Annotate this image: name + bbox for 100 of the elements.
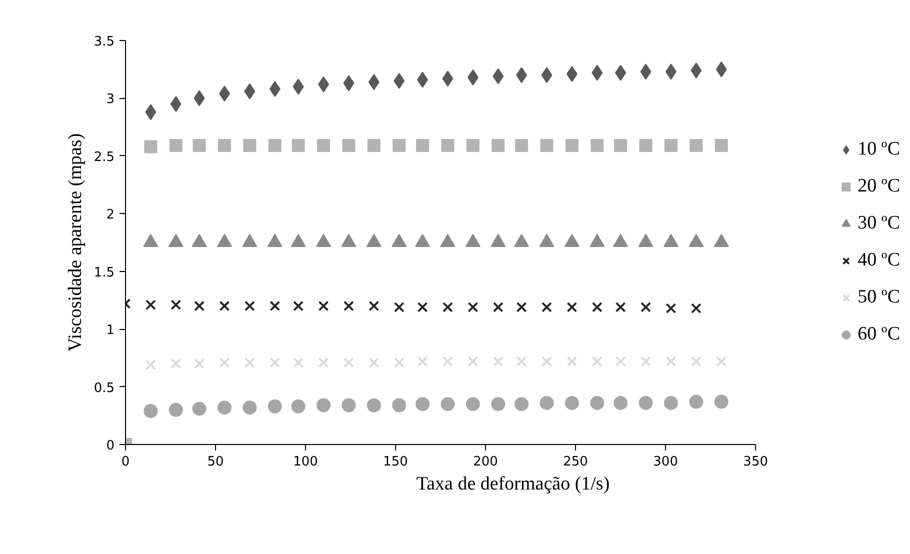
y-tick-label: 0 bbox=[106, 438, 115, 454]
point bbox=[615, 302, 626, 312]
point bbox=[666, 303, 676, 314]
point bbox=[292, 139, 305, 152]
point bbox=[169, 139, 182, 152]
point bbox=[466, 139, 480, 152]
x-tick-label: 300 bbox=[653, 454, 678, 470]
point bbox=[219, 300, 230, 312]
point bbox=[690, 356, 702, 367]
point bbox=[714, 394, 728, 409]
point bbox=[192, 139, 206, 152]
point bbox=[442, 356, 453, 367]
point bbox=[638, 396, 653, 410]
point bbox=[416, 139, 430, 152]
legend-label: 10 ºC bbox=[858, 138, 900, 160]
point bbox=[716, 356, 727, 367]
point bbox=[417, 302, 428, 312]
x-tick-label: 200 bbox=[473, 454, 498, 470]
x-tick-label: 0 bbox=[121, 454, 130, 470]
point bbox=[268, 399, 282, 414]
point bbox=[639, 139, 652, 152]
point bbox=[417, 356, 428, 367]
point bbox=[317, 139, 330, 152]
point bbox=[664, 396, 678, 410]
y-tick-label: 2.5 bbox=[94, 150, 115, 165]
point bbox=[194, 358, 205, 369]
point bbox=[615, 356, 626, 367]
x-tick-label: 350 bbox=[743, 454, 768, 470]
point bbox=[640, 302, 652, 312]
point bbox=[342, 139, 356, 152]
point bbox=[592, 302, 602, 312]
point bbox=[614, 396, 628, 410]
point bbox=[394, 302, 404, 312]
point bbox=[343, 300, 354, 312]
point bbox=[367, 139, 380, 152]
point bbox=[592, 356, 602, 367]
y-tick-label: 2 bbox=[106, 208, 115, 223]
point bbox=[368, 300, 380, 312]
point bbox=[270, 357, 280, 368]
point bbox=[540, 396, 554, 410]
point bbox=[690, 303, 702, 314]
point bbox=[170, 300, 182, 310]
y-tick-label: 3.5 bbox=[94, 34, 115, 50]
point bbox=[492, 356, 504, 367]
point bbox=[540, 139, 554, 152]
point bbox=[144, 140, 158, 154]
point bbox=[564, 396, 579, 410]
point bbox=[392, 398, 406, 412]
point bbox=[293, 300, 304, 312]
point bbox=[244, 357, 255, 368]
point bbox=[392, 139, 406, 152]
point bbox=[218, 400, 232, 415]
x-tick-label: 50 bbox=[207, 454, 224, 470]
point bbox=[243, 139, 256, 152]
point bbox=[242, 400, 257, 415]
point bbox=[394, 357, 404, 368]
point bbox=[343, 357, 354, 368]
point bbox=[566, 356, 578, 367]
legend-label: 20 ºC bbox=[858, 176, 900, 198]
point bbox=[468, 356, 478, 367]
point bbox=[342, 398, 356, 412]
point bbox=[368, 357, 380, 368]
point bbox=[714, 139, 728, 152]
y-tick-label: 1.5 bbox=[94, 265, 115, 280]
x-axis-title: Taxa de deformação (1/s) bbox=[416, 474, 610, 494]
x-tick-label: 100 bbox=[293, 454, 318, 470]
point bbox=[640, 356, 652, 367]
point bbox=[219, 357, 230, 368]
point bbox=[690, 139, 703, 152]
point bbox=[442, 302, 453, 312]
point bbox=[516, 356, 527, 367]
point bbox=[293, 357, 304, 368]
point bbox=[316, 398, 331, 412]
point bbox=[318, 300, 329, 312]
point bbox=[466, 397, 480, 412]
point bbox=[492, 139, 505, 152]
point bbox=[590, 139, 604, 152]
point bbox=[168, 402, 183, 417]
point bbox=[516, 302, 527, 312]
point bbox=[492, 302, 504, 312]
point bbox=[515, 139, 528, 152]
point bbox=[441, 139, 454, 152]
point bbox=[542, 356, 552, 367]
point bbox=[318, 357, 329, 368]
point bbox=[218, 139, 232, 152]
point bbox=[664, 139, 678, 152]
y-tick-label: 1 bbox=[106, 323, 115, 338]
point bbox=[542, 302, 552, 312]
point bbox=[468, 302, 478, 312]
point bbox=[366, 398, 381, 412]
point bbox=[666, 356, 676, 367]
point bbox=[291, 399, 306, 414]
point bbox=[514, 397, 529, 412]
point bbox=[244, 300, 255, 312]
point bbox=[590, 396, 604, 410]
point bbox=[192, 402, 206, 416]
legend-label: 50 ºC bbox=[858, 286, 900, 308]
point bbox=[268, 139, 282, 152]
point bbox=[416, 397, 430, 412]
point bbox=[144, 404, 158, 418]
